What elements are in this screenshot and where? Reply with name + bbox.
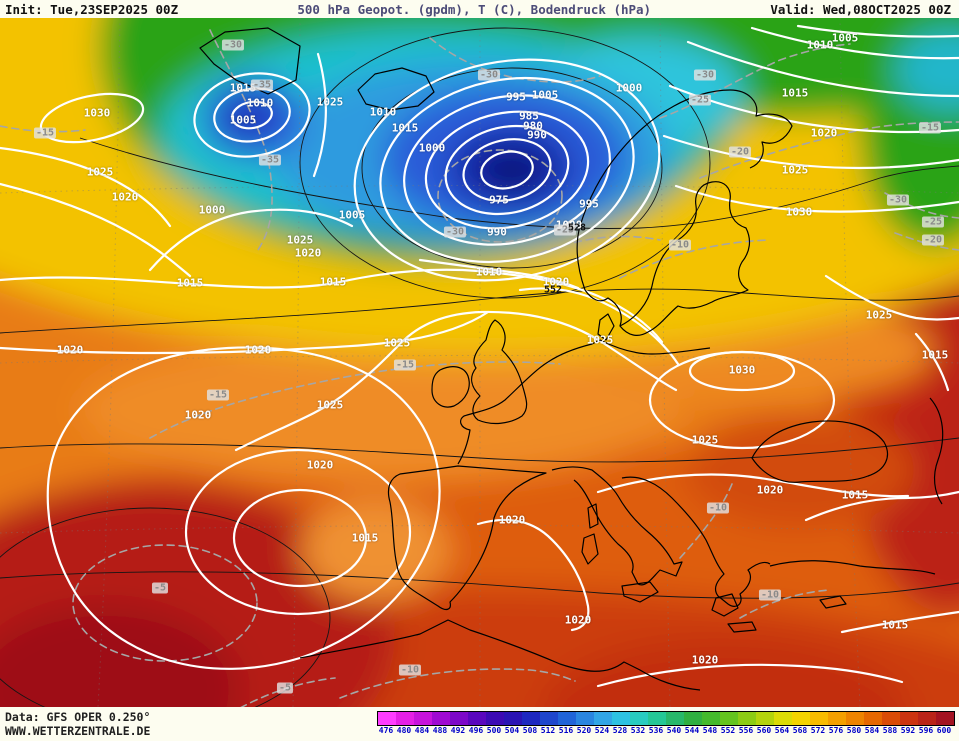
colorbar-cell: [432, 712, 450, 725]
colorbar-tick: 588: [882, 726, 898, 735]
colorbar-cell: [666, 712, 684, 725]
colorbar-tick: 580: [846, 726, 862, 735]
map-footer: Data: GFS OPER 0.250° WWW.WETTERZENTRALE…: [0, 707, 959, 741]
colorbar-tick: 600: [936, 726, 952, 735]
colorbar-tick: 568: [792, 726, 808, 735]
colorbar-cell: [810, 712, 828, 725]
colorbar-cell: [414, 712, 432, 725]
website-label: WWW.WETTERZENTRALE.DE: [5, 724, 151, 739]
colorbar-tick: 508: [522, 726, 538, 735]
colorbar-cell: [882, 712, 900, 725]
colorbar-tick: 500: [486, 726, 502, 735]
colorbar-tick: 516: [558, 726, 574, 735]
colorbar-tick: 496: [468, 726, 484, 735]
colorbar-tick: 536: [648, 726, 664, 735]
colorbar-cell: [774, 712, 792, 725]
colorbar-tick: 584: [864, 726, 880, 735]
colorbar-tick: 528: [612, 726, 628, 735]
map-title: 500 hPa Geopot. (gpdm), T (C), Bodendruc…: [297, 1, 652, 17]
colorbar-ticks: 476 480 484 488 492 496 500 504 508 512 516 520 524 5…: [377, 726, 953, 735]
colorbar-cell: [900, 712, 918, 725]
colorbar-cell: [522, 712, 540, 725]
colorbar-cell: [702, 712, 720, 725]
map-header: Init: Tue,23SEP2025 00Z 500 hPa Geopot. …: [0, 0, 959, 18]
coastlines: [199, 27, 944, 691]
colorbar-cell: [756, 712, 774, 725]
colorbar-cell: [540, 712, 558, 725]
colorbar-tick: 480: [396, 726, 412, 735]
colorbar-tick: 532: [630, 726, 646, 735]
colorbar-cell: [396, 712, 414, 725]
colorbar-cell: [468, 712, 486, 725]
colorbar-cell: [864, 712, 882, 725]
colorbar-tick: 592: [900, 726, 916, 735]
colorbar-tick: 492: [450, 726, 466, 735]
colorbar-tick: 520: [576, 726, 592, 735]
colorbar-legend: 476 480 484 488 492 496 500 504 508 512 516 520 524 5…: [377, 711, 955, 735]
isobar-contours: [0, 24, 959, 688]
colorbar-tick: 564: [774, 726, 790, 735]
colorbar-tick: 512: [540, 726, 556, 735]
data-source-label: Data: GFS OPER 0.250°: [5, 710, 151, 724]
colorbar-tick: 540: [666, 726, 682, 735]
geopotential-contours: [0, 27, 959, 707]
colorbar-tick: 548: [702, 726, 718, 735]
colorbar-cell: [828, 712, 846, 725]
colorbar-cell: [486, 712, 504, 725]
colorbar-cell: [612, 712, 630, 725]
colorbar-cell: [630, 712, 648, 725]
colorbar-cell: [450, 712, 468, 725]
colorbar-tick: 572: [810, 726, 826, 735]
colorbar-cell: [720, 712, 738, 725]
colorbar-tick: 504: [504, 726, 520, 735]
colorbar-tick: 476: [378, 726, 394, 735]
colorbar-cell: [738, 712, 756, 725]
colorbar-cell: [648, 712, 666, 725]
colorbar-tick: 484: [414, 726, 430, 735]
graticule: [0, 18, 959, 707]
colorbar-cells: [377, 711, 955, 726]
colorbar-tick: 556: [738, 726, 754, 735]
colorbar-tick: 488: [432, 726, 448, 735]
colorbar-cell: [936, 712, 954, 725]
colorbar-cell: [504, 712, 522, 725]
valid-label: Valid: Wed,08OCT2025 00Z: [770, 1, 951, 17]
colorbar-cell: [576, 712, 594, 725]
colorbar-cell: [378, 712, 396, 725]
colorbar-cell: [846, 712, 864, 725]
init-label: Init: Tue,23SEP2025 00Z: [5, 1, 179, 17]
colorbar-cell: [684, 712, 702, 725]
colorbar-cell: [594, 712, 612, 725]
colorbar-tick: 560: [756, 726, 772, 735]
colorbar-tick: 552: [720, 726, 736, 735]
colorbar-cell: [918, 712, 936, 725]
colorbar-cell: [792, 712, 810, 725]
colorbar-tick: 576: [828, 726, 844, 735]
colorbar-tick: 544: [684, 726, 700, 735]
colorbar-tick: 596: [918, 726, 934, 735]
colorbar-cell: [558, 712, 576, 725]
weather-map-svg: [0, 18, 959, 707]
map-canvas: 1030 1015 1010 1005 1025 1020 1000 1025 1020 1005…: [0, 18, 959, 707]
colorbar-tick: 524: [594, 726, 610, 735]
